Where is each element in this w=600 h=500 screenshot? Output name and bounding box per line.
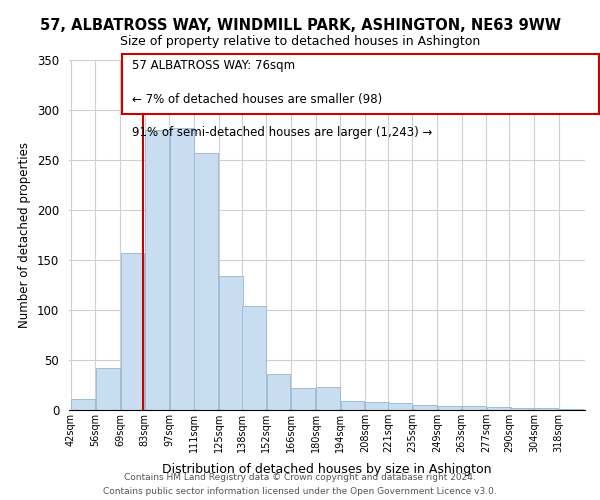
Y-axis label: Number of detached properties: Number of detached properties bbox=[19, 142, 31, 328]
Text: 57, ALBATROSS WAY, WINDMILL PARK, ASHINGTON, NE63 9WW: 57, ALBATROSS WAY, WINDMILL PARK, ASHING… bbox=[40, 18, 560, 32]
Text: 57 ALBATROSS WAY: 76sqm: 57 ALBATROSS WAY: 76sqm bbox=[132, 60, 295, 72]
Text: Contains public sector information licensed under the Open Government Licence v3: Contains public sector information licen… bbox=[103, 488, 497, 496]
Text: Contains HM Land Registry data © Crown copyright and database right 2024.: Contains HM Land Registry data © Crown c… bbox=[124, 472, 476, 482]
Bar bbox=[559, 409, 583, 410]
Bar bbox=[388, 403, 412, 410]
Bar bbox=[487, 407, 511, 410]
Bar bbox=[266, 374, 290, 410]
Bar bbox=[510, 408, 533, 410]
Bar bbox=[535, 408, 558, 410]
Bar bbox=[194, 153, 218, 410]
Bar bbox=[242, 306, 266, 410]
Bar bbox=[341, 401, 364, 410]
Text: 91% of semi-detached houses are larger (1,243) →: 91% of semi-detached houses are larger (… bbox=[132, 126, 433, 138]
Bar bbox=[170, 128, 194, 410]
X-axis label: Distribution of detached houses by size in Ashington: Distribution of detached houses by size … bbox=[162, 464, 492, 476]
FancyBboxPatch shape bbox=[122, 54, 599, 114]
Bar bbox=[145, 130, 169, 410]
Bar bbox=[292, 388, 315, 410]
Bar bbox=[462, 406, 486, 410]
Bar bbox=[365, 402, 389, 410]
Bar bbox=[219, 276, 243, 410]
Bar bbox=[316, 387, 340, 410]
Text: Size of property relative to detached houses in Ashington: Size of property relative to detached ho… bbox=[120, 35, 480, 48]
Bar bbox=[71, 399, 95, 410]
Bar bbox=[437, 406, 461, 410]
Text: ← 7% of detached houses are smaller (98): ← 7% of detached houses are smaller (98) bbox=[132, 92, 382, 106]
Bar bbox=[413, 405, 437, 410]
Bar bbox=[96, 368, 119, 410]
Bar bbox=[121, 253, 144, 410]
